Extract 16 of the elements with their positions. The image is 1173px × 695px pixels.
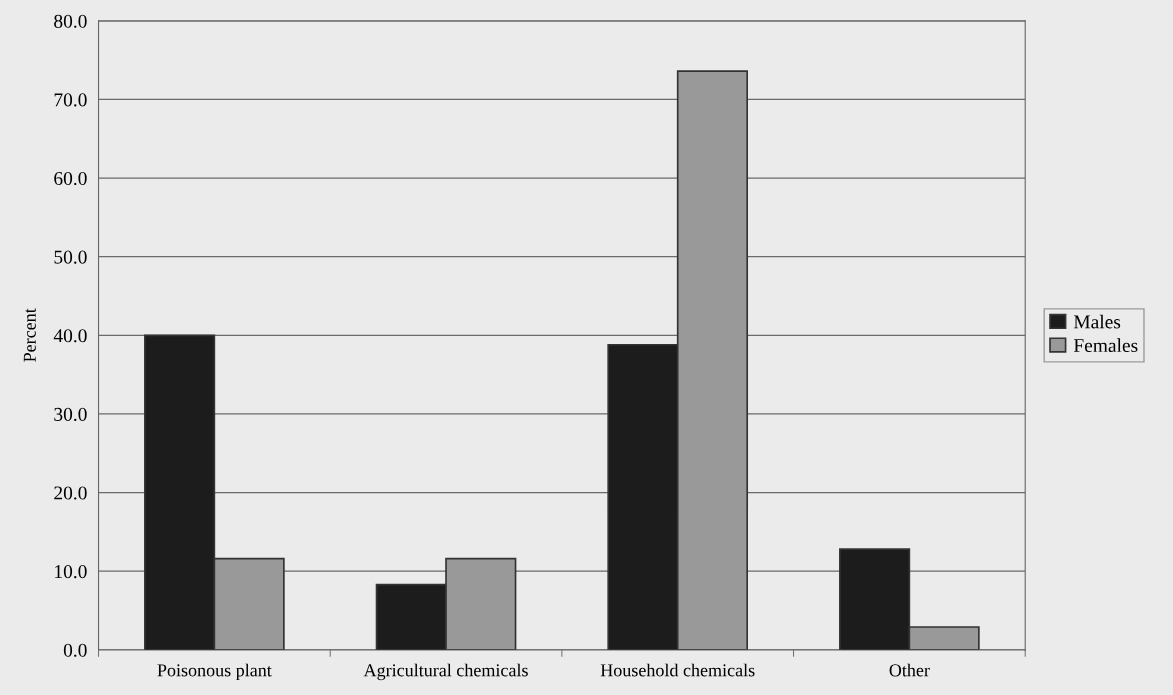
legend-label: Females xyxy=(1073,338,1138,353)
y-axis-title: Percent xyxy=(23,308,36,362)
y-tick-label: 0.0 xyxy=(63,643,87,657)
y-tick-label: 10.0 xyxy=(55,565,87,579)
x-tick-label: Poisonous plant xyxy=(157,663,272,681)
y-tick-label: 50.0 xyxy=(54,250,87,264)
y-tick-label: 70.0 xyxy=(54,93,87,107)
x-tick-label: Other xyxy=(889,663,930,677)
y-tick-label: 30.0 xyxy=(54,407,87,421)
y-tick-label: 40.0 xyxy=(53,329,87,343)
y-tick-label: 80.0 xyxy=(54,14,87,28)
x-tick-label: Household chemicals xyxy=(600,663,755,677)
x-tick-label: Agricultural chemicals xyxy=(363,663,528,681)
legend-label: Males xyxy=(1073,314,1121,329)
y-tick-label: 20.0 xyxy=(54,486,87,500)
y-tick-label: 60.0 xyxy=(54,171,87,186)
